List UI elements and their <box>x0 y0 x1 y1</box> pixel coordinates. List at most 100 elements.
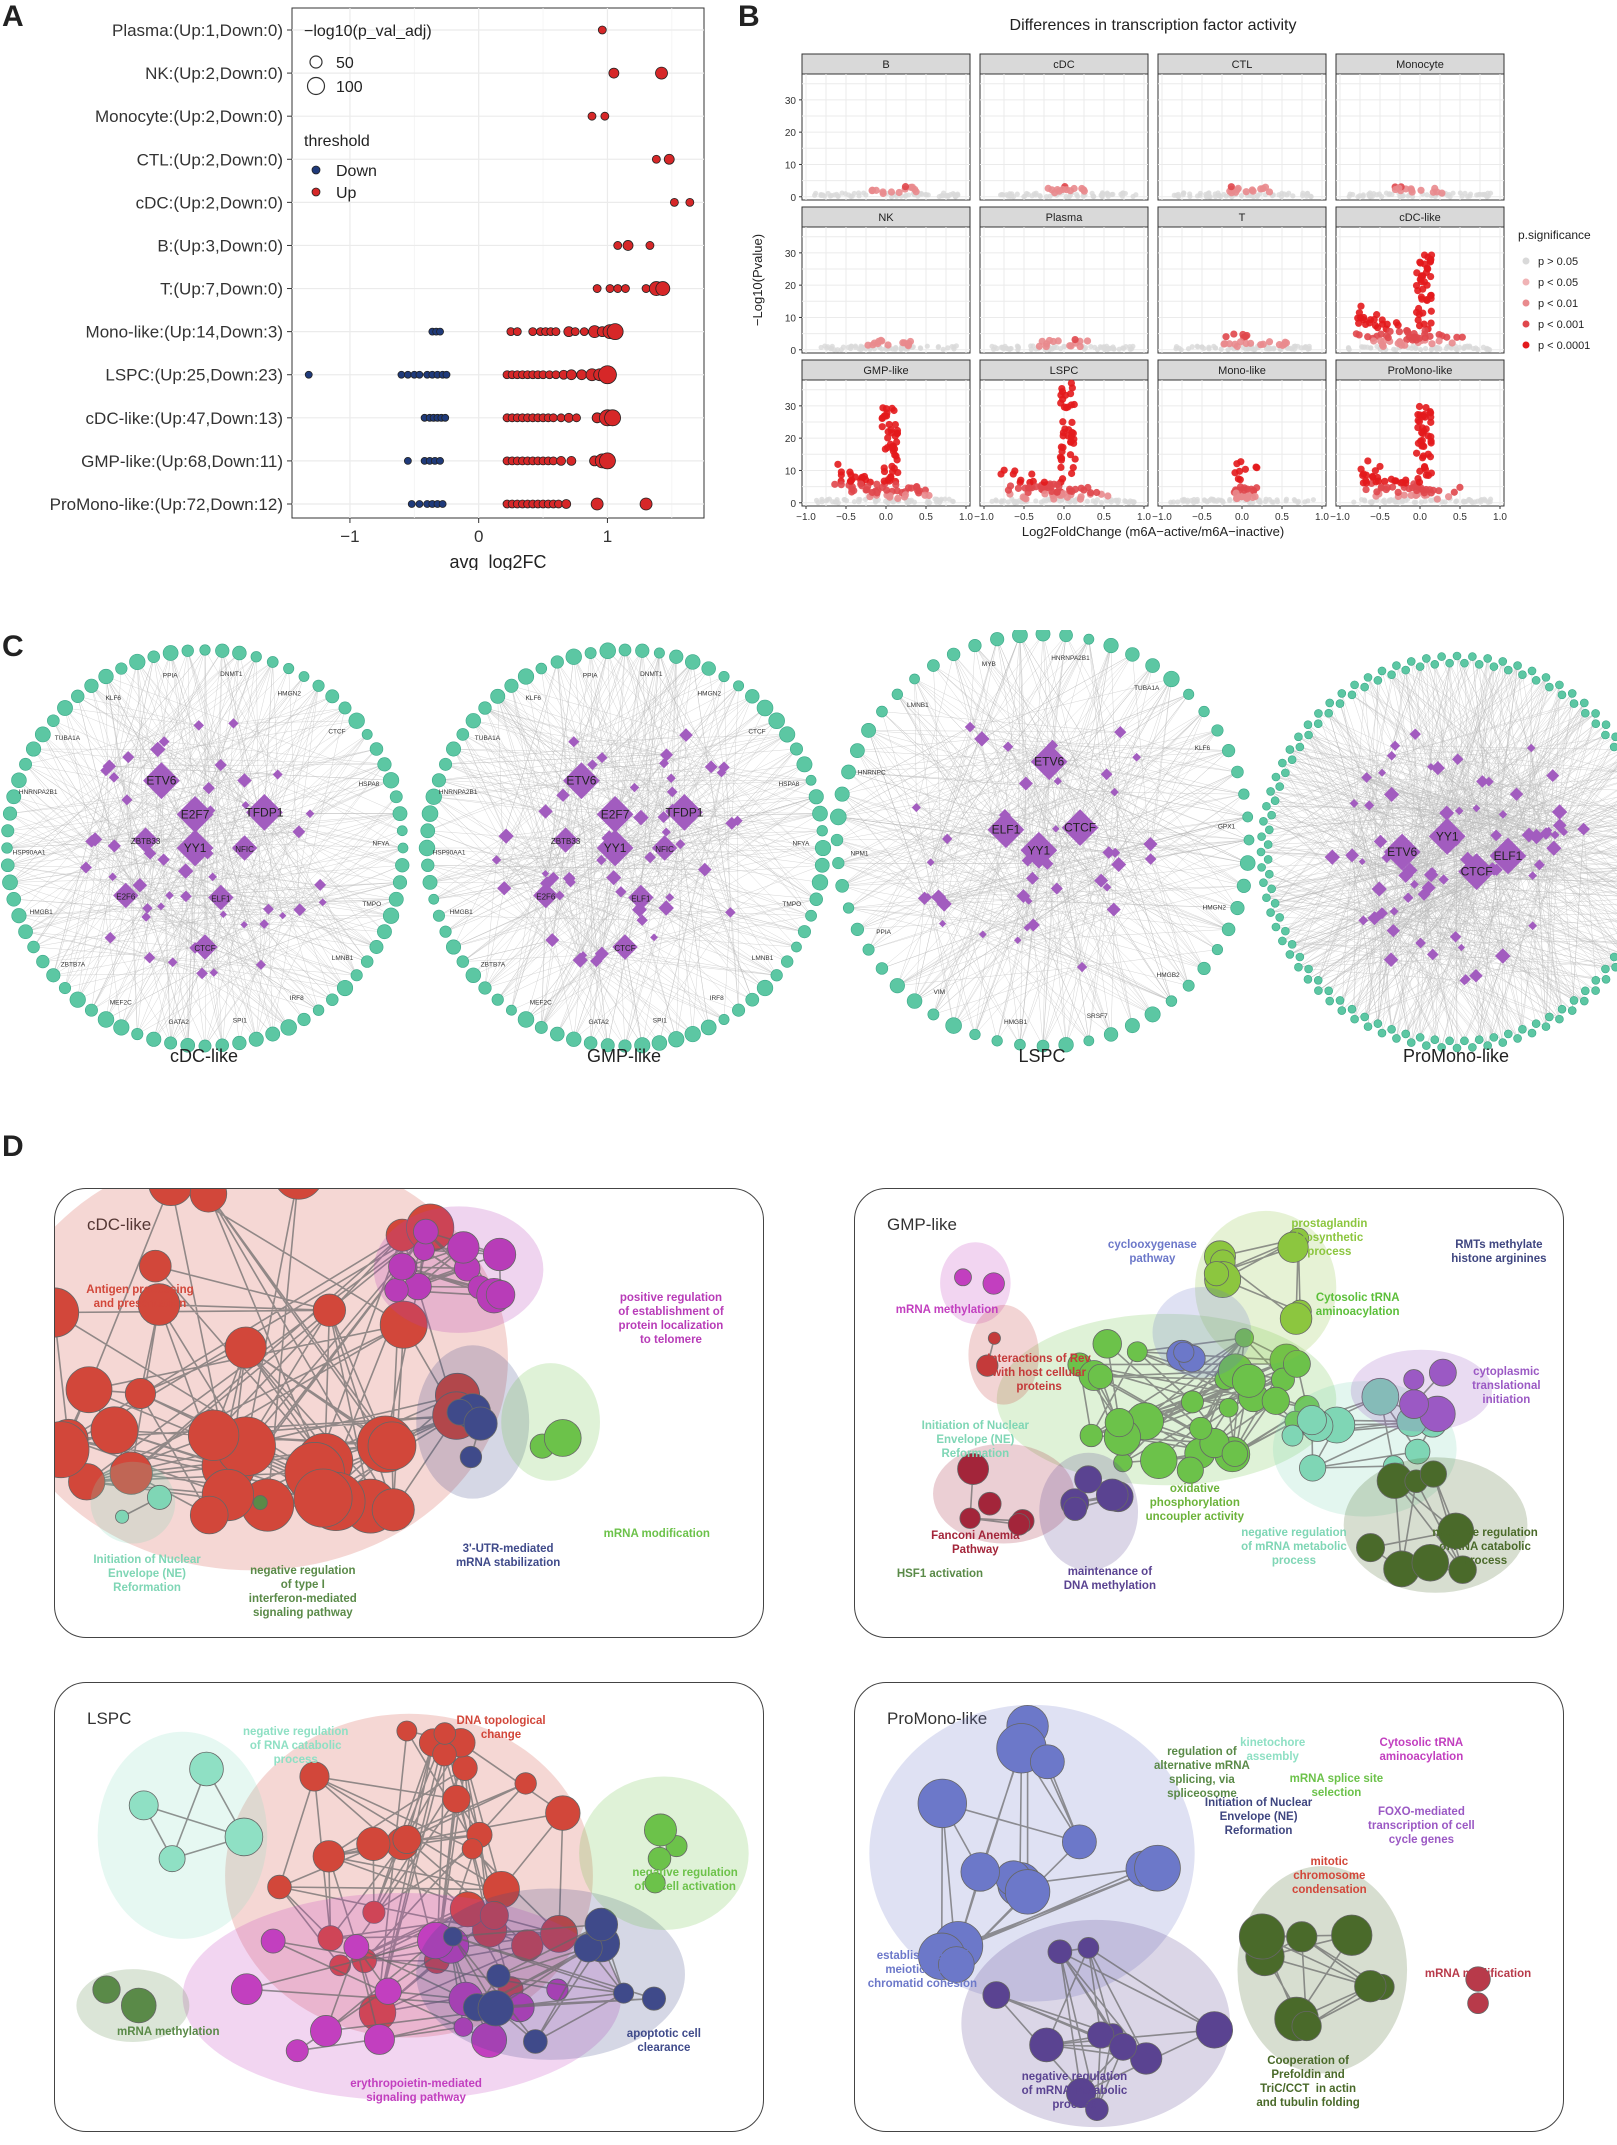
term-node <box>1092 1329 1122 1359</box>
target-gene-node <box>1579 996 1589 1006</box>
term-node <box>613 1982 635 2004</box>
tf-node <box>615 886 627 898</box>
target-gene-node <box>392 806 408 822</box>
target-gene-node <box>927 659 940 672</box>
target-gene-node <box>1183 688 1195 700</box>
target-gene-label: HSP90AA1 <box>13 849 46 856</box>
data-point <box>622 240 634 251</box>
target-gene-node <box>146 1031 162 1047</box>
term-node <box>1411 1543 1450 1582</box>
data-point <box>1426 407 1434 416</box>
target-gene-node <box>1083 1035 1095 1047</box>
data-point <box>1435 487 1443 495</box>
data-point <box>1059 443 1067 452</box>
hub-tf-node <box>1020 831 1058 869</box>
data-point <box>1450 190 1456 196</box>
data-point <box>837 468 845 476</box>
target-gene-node <box>1278 758 1287 768</box>
cluster-hull <box>501 1363 600 1481</box>
data-point <box>1098 499 1105 506</box>
target-gene-node <box>1083 633 1095 645</box>
target-gene-node <box>369 742 384 756</box>
target-gene-node <box>927 1008 940 1021</box>
tf-node <box>158 736 170 748</box>
target-gene-node <box>361 729 373 740</box>
target-gene-label: NFYA <box>373 841 391 848</box>
term-node <box>1465 1966 1491 1992</box>
term-node <box>371 1488 415 1532</box>
term-node <box>1261 1386 1290 1415</box>
data-point <box>901 491 910 499</box>
tf-node <box>1577 822 1590 836</box>
data-point <box>1255 192 1261 198</box>
data-point <box>1104 498 1110 504</box>
term-node <box>90 1406 139 1455</box>
target-gene-node <box>395 858 410 873</box>
target-gene-node <box>1541 1022 1551 1031</box>
term-node <box>189 1751 224 1787</box>
tf-node <box>666 786 678 798</box>
y-category-label: B:(Up:3,Down:0) <box>157 236 283 255</box>
data-point <box>1423 281 1431 289</box>
target-gene-node <box>25 741 42 757</box>
target-gene-node <box>1518 1025 1527 1034</box>
term-node <box>158 1845 186 1873</box>
term-node <box>285 2039 309 2063</box>
y-category-label: Plasma:(Up:1,Down:0) <box>112 21 283 40</box>
target-gene-node <box>618 643 632 657</box>
term-node <box>982 1981 1011 2009</box>
data-point <box>1212 345 1219 351</box>
target-gene-node <box>215 643 230 658</box>
target-gene-node <box>797 925 811 939</box>
cluster-label: positive regulation of establishment of … <box>618 1291 724 1346</box>
data-point <box>1462 499 1468 505</box>
term-node <box>1079 1423 1103 1448</box>
data-point <box>935 343 942 350</box>
target-gene-node <box>1601 720 1611 730</box>
data-point <box>851 190 857 197</box>
term-node <box>917 1778 967 1829</box>
data-point <box>993 498 1000 504</box>
data-point <box>1265 338 1274 346</box>
cluster-edges <box>142 1768 245 1860</box>
target-gene-label: NPM1 <box>850 851 868 858</box>
target-gene-label: HSP90AA1 <box>433 849 466 856</box>
data-point <box>1345 345 1352 352</box>
data-point <box>1302 499 1308 505</box>
data-point <box>1093 488 1101 497</box>
target-gene-node <box>1415 662 1425 671</box>
tf-node <box>1023 924 1031 932</box>
tf-node <box>241 801 250 810</box>
data-point <box>1448 339 1456 347</box>
target-gene-node <box>350 969 363 982</box>
data-point <box>912 188 920 196</box>
target-gene-node <box>1392 661 1401 670</box>
term-node <box>374 1977 402 2005</box>
target-gene-node <box>1275 913 1284 922</box>
target-gene-node <box>1303 974 1313 984</box>
target-gene-node <box>1222 744 1236 758</box>
panel-b-volcano-facets: Differences in transcription factor acti… <box>750 17 1591 539</box>
target-gene-node <box>668 1031 685 1048</box>
target-gene-label: TMPO <box>782 901 801 908</box>
data-point <box>1422 345 1429 352</box>
target-gene-node <box>1165 995 1178 1007</box>
target-gene-label: TMPO <box>362 901 381 908</box>
target-gene-node <box>945 1017 962 1034</box>
data-point <box>1241 333 1250 341</box>
term-node <box>461 1838 483 1860</box>
data-point <box>604 409 621 427</box>
target-gene-node <box>991 1035 1003 1047</box>
term-node <box>1029 2027 1064 2063</box>
data-point <box>590 497 604 511</box>
term-node <box>1077 1937 1100 1959</box>
y-tick-label: 20 <box>785 434 797 445</box>
data-point <box>1110 346 1117 352</box>
data-point <box>1427 497 1434 503</box>
target-gene-node <box>1498 657 1508 666</box>
data-point <box>655 66 668 80</box>
target-gene-node <box>1531 676 1541 685</box>
target-gene-node <box>841 764 856 780</box>
data-point <box>1071 335 1079 344</box>
data-point <box>1022 495 1030 503</box>
